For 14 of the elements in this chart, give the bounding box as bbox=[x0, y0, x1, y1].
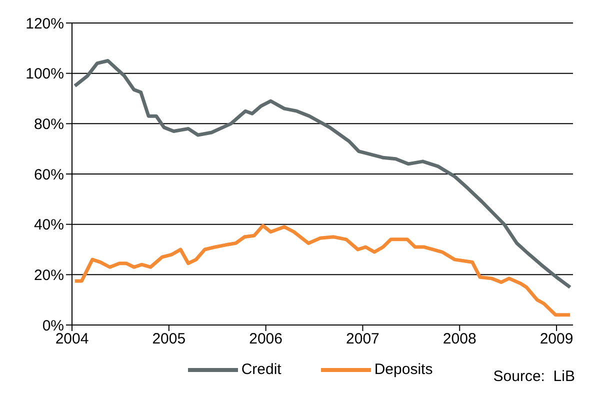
source-note: Source: LiB bbox=[493, 368, 575, 385]
legend-label: Deposits bbox=[374, 361, 433, 378]
x-tick-label: 2006 bbox=[249, 330, 282, 348]
y-tick-label: 40% bbox=[34, 216, 64, 234]
y-tick-label: 60% bbox=[34, 166, 64, 184]
legend-label: Credit bbox=[241, 361, 282, 378]
y-tick-label: 20% bbox=[34, 266, 64, 284]
y-tick-label: 80% bbox=[34, 116, 64, 133]
y-tick-label: 120% bbox=[26, 15, 64, 32]
y-tick-label: 100% bbox=[26, 66, 64, 83]
x-tick-label: 2009 bbox=[540, 330, 574, 348]
x-tick-label: 2008 bbox=[442, 330, 476, 348]
x-tick-label: 2005 bbox=[152, 330, 186, 348]
x-tick-label: 2007 bbox=[346, 330, 380, 348]
